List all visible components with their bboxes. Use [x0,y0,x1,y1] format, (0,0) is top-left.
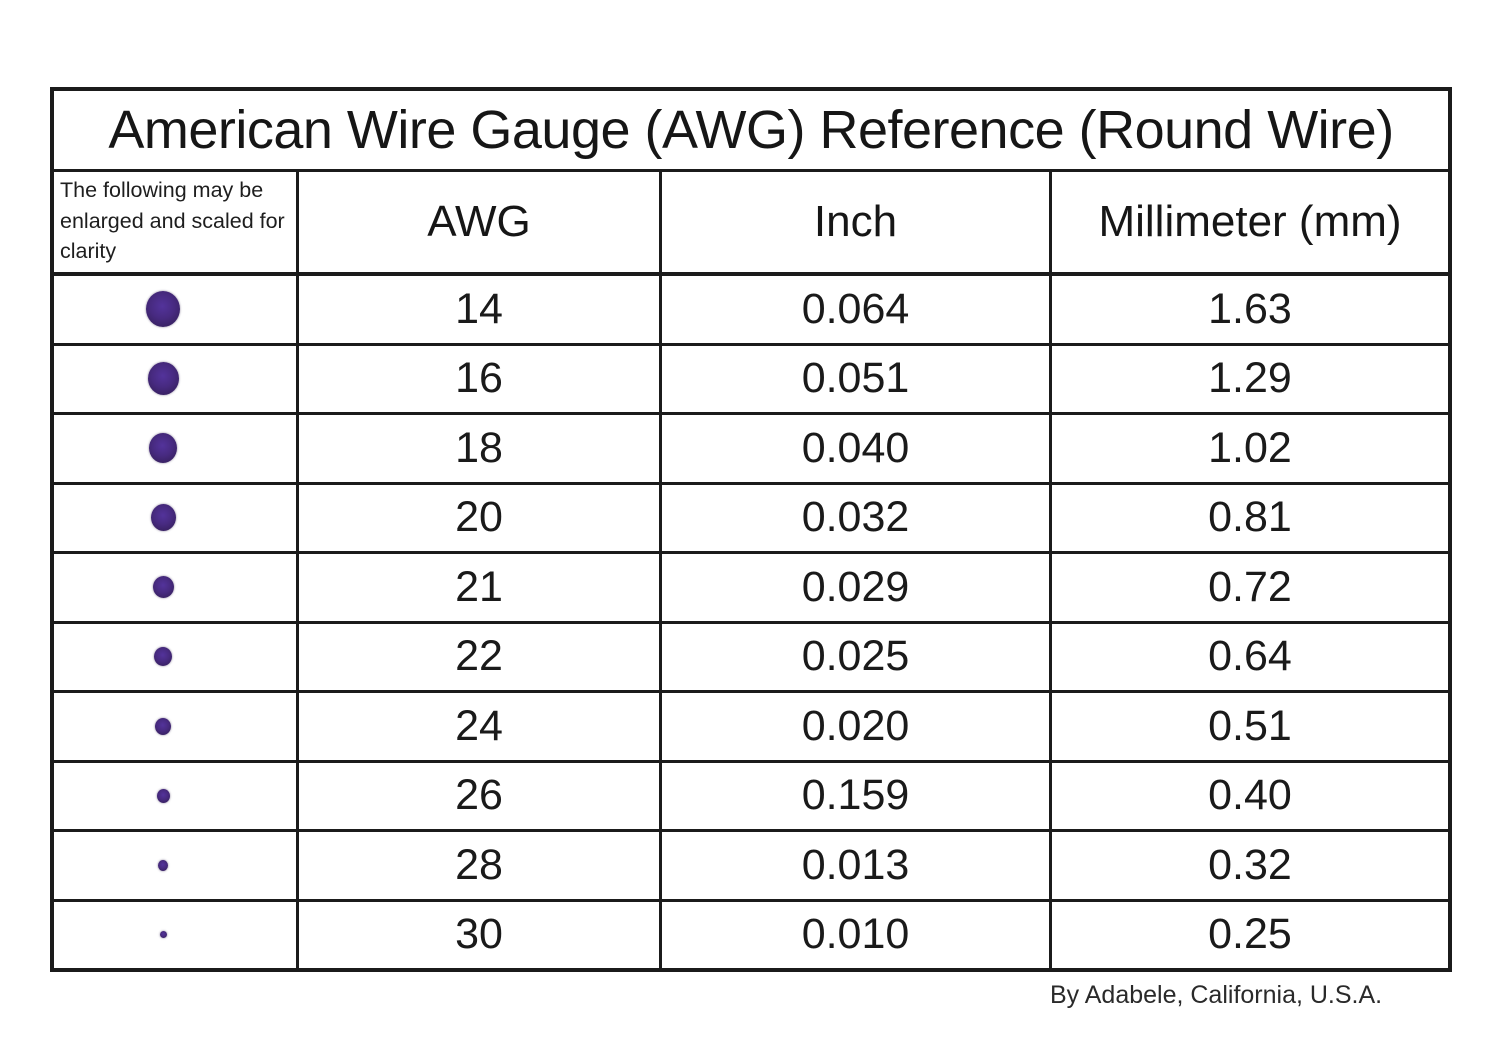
mm-value: 0.25 [1049,901,1448,968]
wire-diameter-dot [150,504,176,532]
mm-value: 0.64 [1049,623,1448,690]
mm-value: 1.02 [1049,415,1448,482]
dot-cell [54,624,296,691]
inch-value: 0.064 [659,276,1049,343]
table-row: 24 0.020 0.51 [54,690,1448,760]
wire-diameter-dot [158,859,168,871]
inch-value: 0.159 [659,762,1049,829]
inch-value: 0.010 [659,901,1049,968]
awg-value: 22 [296,623,659,690]
awg-value: 14 [296,276,659,343]
table-row: 30 0.010 0.25 [54,898,1448,969]
header-cell-inch: Inch [659,172,1049,272]
header-row: The following may be enlarged and scaled… [54,172,1448,276]
mm-value: 1.63 [1049,276,1448,343]
dot-cell [54,485,296,552]
table-row: 16 0.051 1.29 [54,342,1448,413]
inch-value: 0.013 [659,832,1049,899]
header-cell-awg: AWG [296,172,659,272]
table-row: 21 0.029 0.72 [54,551,1448,621]
inch-value: 0.032 [659,484,1049,551]
mm-value: 0.51 [1049,693,1448,760]
awg-value: 30 [296,901,659,968]
inch-value: 0.020 [659,693,1049,760]
table-title: American Wire Gauge (AWG) Reference (Rou… [54,91,1448,172]
table-row: 14 0.064 1.63 [54,276,1448,343]
table-row: 26 0.159 0.40 [54,759,1448,830]
wire-diameter-dot [159,931,167,939]
mm-value: 0.40 [1049,762,1448,829]
table-row: 28 0.013 0.32 [54,829,1448,899]
wire-diameter-dot [146,291,180,328]
awg-value: 28 [296,832,659,899]
awg-value: 21 [296,554,659,621]
dot-cell [54,276,296,343]
attribution-text: By Adabele, California, U.S.A. [1050,981,1383,1009]
dot-cell [54,763,296,830]
mm-value: 0.32 [1049,832,1448,899]
wire-diameter-dot [156,788,170,803]
wire-diameter-dot [152,576,174,599]
dot-cell [54,554,296,621]
inch-value: 0.040 [659,415,1049,482]
wire-diameter-dot [147,362,179,396]
mm-value: 0.72 [1049,554,1448,621]
inch-value: 0.051 [659,345,1049,412]
table-row: 22 0.025 0.64 [54,620,1448,691]
dot-cell [54,693,296,760]
awg-value: 20 [296,484,659,551]
wire-diameter-dot [149,433,177,464]
header-cell-mm: Millimeter (mm) [1049,172,1448,272]
inch-value: 0.029 [659,554,1049,621]
dot-cell [54,832,296,899]
awg-value: 16 [296,345,659,412]
awg-reference-table: American Wire Gauge (AWG) Reference (Rou… [50,87,1452,972]
note-cell: The following may be enlarged and scaled… [60,178,285,264]
wire-diameter-dot [154,647,172,667]
awg-value: 26 [296,762,659,829]
dot-cell [54,346,296,413]
dot-cell [54,902,296,969]
dot-cell [54,415,296,482]
table-row: 20 0.032 0.81 [54,481,1448,552]
table-body: 14 0.064 1.63 16 0.051 1.29 18 0.040 1.0… [54,276,1448,968]
mm-value: 0.81 [1049,484,1448,551]
inch-value: 0.025 [659,623,1049,690]
wire-diameter-dot [155,717,171,735]
table-row: 18 0.040 1.02 [54,412,1448,482]
awg-value: 24 [296,693,659,760]
mm-value: 1.29 [1049,345,1448,412]
awg-value: 18 [296,415,659,482]
